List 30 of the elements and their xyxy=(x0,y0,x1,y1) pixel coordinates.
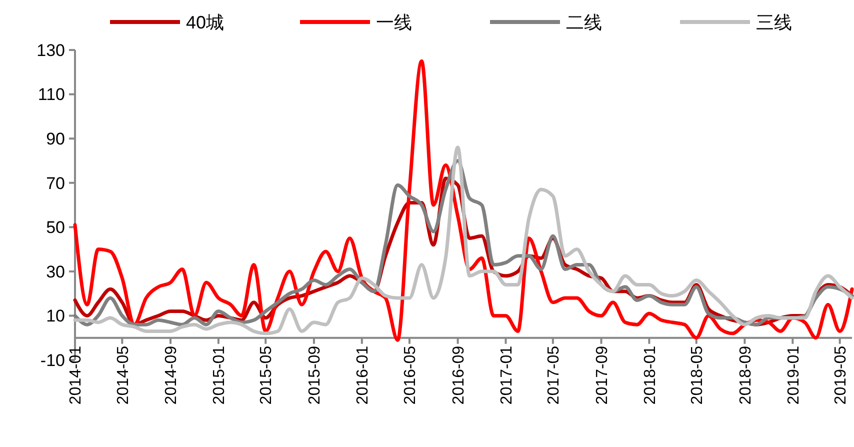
x-tick-label: 2017-05 xyxy=(546,346,563,405)
legend-label: 一线 xyxy=(376,12,412,32)
x-tick-label: 2019-01 xyxy=(785,346,802,405)
legend-label: 二线 xyxy=(566,12,602,32)
y-tick-label: -10 xyxy=(40,350,65,370)
y-tick-label: 50 xyxy=(46,218,65,238)
x-tick-label: 2014-01 xyxy=(68,346,85,405)
x-tick-label: 2014-09 xyxy=(163,346,180,405)
x-tick-label: 2015-01 xyxy=(211,346,228,405)
x-tick-label: 2018-01 xyxy=(642,346,659,405)
x-tick-label: 2017-09 xyxy=(594,346,611,405)
x-tick-label: 2017-01 xyxy=(498,346,516,405)
y-tick-label: 90 xyxy=(46,130,65,149)
x-tick-label: 2015-09 xyxy=(306,346,324,405)
y-tick-label: 110 xyxy=(38,85,65,104)
x-tick-label: 2016-01 xyxy=(354,346,372,405)
x-tick-label: 2014-05 xyxy=(114,346,132,405)
x-tick-label: 2016-05 xyxy=(402,346,420,405)
legend-label: 三线 xyxy=(756,12,792,32)
legend-label: 40城 xyxy=(186,12,224,32)
y-tick-label: 130 xyxy=(36,40,65,60)
y-tick-label: 10 xyxy=(46,306,65,326)
x-tick-label: 2018-09 xyxy=(737,346,754,405)
x-tick-label: 2016-09 xyxy=(450,346,468,405)
y-tick-label: 70 xyxy=(46,174,65,193)
line-series xyxy=(73,59,854,342)
x-tick-label: 2019-05 xyxy=(832,346,850,405)
x-tick-label: 2015-05 xyxy=(258,346,276,405)
x-tick-label: 2018-05 xyxy=(688,346,706,405)
y-tick-label: 30 xyxy=(46,262,65,282)
